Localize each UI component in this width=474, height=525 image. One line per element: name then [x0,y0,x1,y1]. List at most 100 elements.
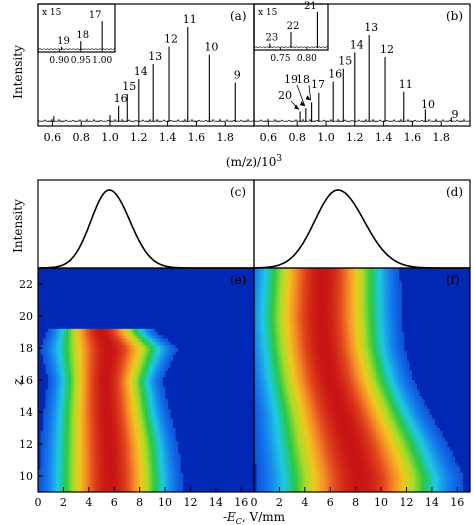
heatmap-cell [360,447,364,451]
heatmap-cell [294,418,298,422]
heatmap-cell [330,437,334,442]
heatmap-cell [309,418,313,422]
heatmap-cell [449,469,453,474]
heatmap-cell [401,434,405,438]
heatmap-cell [162,488,166,492]
heatmap-cell [254,456,257,461]
heatmap-cell [406,466,410,470]
heatmap-cell [134,335,138,339]
heatmap-cell [126,469,130,474]
heatmap-cell [121,456,125,461]
heatmap-cell [256,434,260,438]
heatmap-cell [342,476,346,480]
heatmap-cell [86,485,90,490]
heatmap-cell [276,402,280,406]
heatmap-cell [403,405,407,410]
heatmap-cell [58,335,62,339]
heatmap-cell [436,472,440,477]
heatmap-cell [355,431,359,435]
heatmap-cell [342,440,346,445]
heatmap-cell [50,396,54,400]
heatmap-cell [378,463,382,467]
heatmap-cell [317,463,321,467]
heatmap-cell [139,437,143,442]
heatmap-cell [76,488,80,492]
heatmap-cell [121,370,125,374]
heatmap-cell [101,476,105,480]
heatmap-cell [78,431,82,435]
heatmap-cell [401,408,405,413]
heatmap-cell [154,335,158,339]
heatmap-cell [119,348,123,352]
heatmap-cell [76,469,80,474]
heatmap-cell [78,437,82,442]
heatmap-cell [58,440,62,445]
heatmap-cell [106,376,110,381]
heatmap-cell [302,389,306,394]
heatmap-cell [134,476,138,480]
heatmap-cell [368,389,372,394]
heatmap-cell [327,396,331,400]
heatmap-cell [373,434,377,438]
heatmap-cell [111,408,115,413]
heatmap-cell [162,463,166,467]
heatmap-cell [396,437,400,442]
heatmap-cell [391,428,395,432]
heatmap-cell [114,463,118,467]
heatmap-cell [154,418,158,422]
heatmap-cell [373,479,377,483]
heatmap-cell [53,341,57,346]
heatmap-cell [373,444,377,448]
heatmap-cell [101,389,105,394]
heatmap-cell [142,373,146,378]
heatmap-cell [162,344,166,349]
heatmap-cell [157,412,161,416]
heatmap-cell [139,354,143,358]
heatmap-cell [274,485,278,490]
heatmap-cell [342,428,346,432]
heatmap-cell [43,450,47,454]
heatmap-cell [73,405,77,410]
heatmap-cell [126,485,130,490]
heatmap-cell [365,456,369,461]
heatmap-cell [139,373,143,378]
heatmap-cell [444,447,448,451]
heatmap-cell [411,447,415,451]
heatmap-cell [78,424,82,429]
heatmap-cell [170,488,174,492]
heatmap-cell [48,360,52,365]
heatmap-cell [256,444,260,448]
heatmap-cell [327,402,331,406]
heatmap-cell [353,456,357,461]
heatmap-cell [93,488,97,492]
heatmap-cell [65,402,69,406]
heatmap-cell [48,344,52,349]
heatmap-cell [411,476,415,480]
heatmap-cell [302,405,306,410]
heatmap-cell [159,373,163,378]
heatmap-cell [266,456,270,461]
heatmap-cell [391,450,395,454]
heatmap-cell [129,488,133,492]
heatmap-cell [261,402,265,406]
heatmap-cell [411,440,415,445]
heatmap-cell [116,335,120,339]
heatmap-cell [142,351,146,355]
heatmap-cell [406,399,410,403]
heatmap-cell [411,418,415,422]
heatmap-cell [368,485,372,490]
heatmap-cell [444,482,448,486]
heatmap-cell [276,392,280,397]
heatmap-cell [320,447,324,451]
heatmap-cell [116,373,120,378]
heatmap-cell [175,466,179,470]
heatmap-cell [322,415,326,419]
heatmap-cell [86,338,90,342]
heatmap-cell [403,488,407,492]
heatmap-cell [81,440,85,445]
heatmap-cell [43,424,47,429]
heatmap-cell [45,424,49,429]
heatmap-cell [129,424,133,429]
heatmap-cell [73,386,77,390]
heatmap-cell [414,447,418,451]
